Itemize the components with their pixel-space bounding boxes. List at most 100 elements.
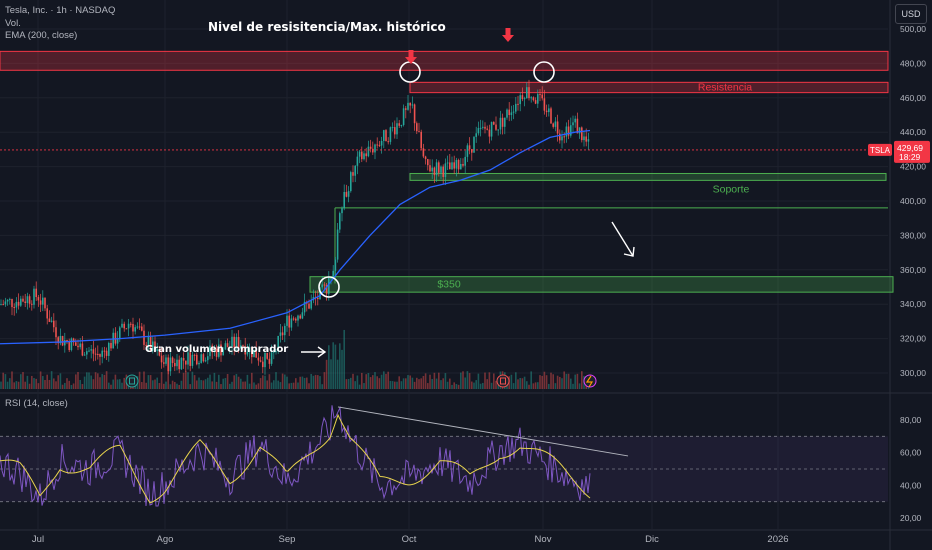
- candle-body: [257, 357, 260, 361]
- volume-bar: [581, 371, 583, 389]
- volume-bar: [328, 345, 330, 389]
- volume-label: Vol.: [5, 18, 21, 29]
- volume-bar: [457, 384, 460, 389]
- candle-body: [435, 162, 438, 176]
- volume-bar: [92, 379, 95, 389]
- price-badge-bg: [894, 140, 930, 163]
- volume-bar: [253, 382, 255, 389]
- volume-bar: [438, 372, 440, 389]
- volume-bar: [275, 372, 277, 389]
- candle-body: [572, 122, 574, 126]
- volume-bar: [235, 373, 238, 389]
- candle-body: [363, 153, 365, 160]
- candle-body: [301, 312, 304, 319]
- volume-bar: [231, 381, 233, 389]
- volume-bar: [204, 379, 207, 389]
- dividend-icon: [583, 374, 597, 388]
- candle-body: [339, 213, 341, 230]
- volume-bar: [178, 384, 180, 389]
- candle-body: [270, 352, 273, 364]
- volume-bar: [198, 377, 200, 389]
- candle-body: [378, 144, 381, 146]
- volume-bar: [460, 372, 462, 389]
- candle-body: [361, 151, 363, 160]
- volume-bar: [466, 371, 469, 389]
- volume-bar: [176, 383, 178, 389]
- candle-body: [167, 357, 169, 372]
- candle-body: [189, 352, 191, 366]
- candle-body: [317, 297, 319, 300]
- volume-bar: [486, 379, 488, 389]
- volume-bar: [295, 378, 297, 389]
- volume-bar: [262, 375, 264, 389]
- candle-body: [4, 301, 7, 305]
- candle-body: [202, 354, 205, 362]
- candle-body: [389, 127, 392, 142]
- volume-bar: [479, 383, 482, 389]
- volume-bar: [233, 375, 235, 389]
- candle-body: [530, 97, 532, 99]
- candle-body: [125, 328, 128, 330]
- candle-body: [493, 122, 495, 125]
- volume-bar: [442, 378, 444, 389]
- candle-body: [308, 303, 310, 309]
- volume-bar: [185, 371, 187, 389]
- candle-body: [581, 127, 583, 141]
- candle-body: [147, 336, 150, 346]
- candle-body: [154, 341, 156, 352]
- candle-body: [462, 164, 464, 166]
- candle-body: [521, 95, 524, 100]
- candle-body: [198, 362, 200, 365]
- candle-body: [495, 124, 497, 130]
- candle-body: [444, 163, 447, 177]
- candle-body: [237, 336, 240, 349]
- candle-body: [48, 318, 51, 322]
- candle-body: [369, 146, 372, 149]
- candle-body: [310, 300, 312, 309]
- candle-body: [53, 320, 55, 328]
- candle-body: [46, 308, 48, 319]
- volume-bar: [187, 372, 189, 389]
- currency-button[interactable]: USD: [895, 4, 927, 24]
- candle-body: [264, 352, 266, 368]
- candle-body: [68, 341, 70, 351]
- candle-body: [31, 303, 33, 305]
- candle-body: [407, 102, 409, 110]
- rsi-ma-line: [0, 413, 591, 504]
- volume-bar: [171, 380, 174, 389]
- volume-bar: [237, 376, 240, 389]
- candle-body: [101, 350, 103, 357]
- candle-body: [464, 156, 466, 166]
- volume-bar: [37, 383, 40, 389]
- candle-body: [160, 355, 163, 363]
- candle-body: [486, 128, 488, 130]
- volume-bar: [55, 381, 57, 389]
- candle-body: [532, 97, 535, 101]
- candle-body: [114, 332, 117, 344]
- y-tick-label: 320,00: [900, 334, 926, 344]
- ema-line: [0, 129, 591, 345]
- candle-body: [233, 336, 235, 348]
- volume-bar: [325, 359, 328, 389]
- volume-bar: [94, 372, 97, 389]
- candle-body: [561, 136, 563, 141]
- volume-bar: [380, 374, 383, 389]
- volume-bar: [578, 383, 581, 389]
- volume-bar: [39, 371, 42, 389]
- volume-bar: [411, 377, 414, 389]
- volume-bar: [220, 384, 222, 389]
- volume-bar: [374, 372, 376, 389]
- volume-bar: [108, 382, 110, 389]
- volume-bar: [451, 384, 453, 389]
- volume-bar: [33, 378, 35, 389]
- volume-bar: [218, 374, 220, 389]
- volume-bar: [270, 382, 273, 389]
- volume-bar: [363, 383, 365, 389]
- candle-body: [72, 338, 75, 343]
- volume-bar: [358, 384, 361, 389]
- candle-body: [440, 166, 442, 173]
- volume-bar: [138, 371, 141, 389]
- price-timer-label: 18:29: [899, 152, 921, 162]
